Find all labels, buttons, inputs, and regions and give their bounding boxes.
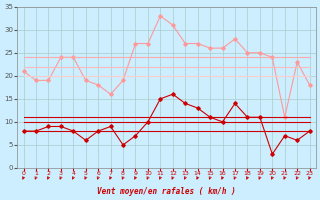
- X-axis label: Vent moyen/en rafales ( km/h ): Vent moyen/en rafales ( km/h ): [97, 187, 236, 196]
